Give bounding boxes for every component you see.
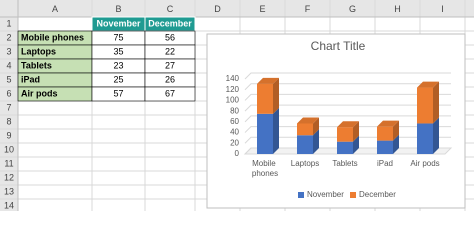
row-number[interactable]: 6 <box>6 88 11 98</box>
row-number[interactable]: 10 <box>4 144 14 154</box>
column-header-bar <box>0 0 474 17</box>
row-number[interactable]: 11 <box>4 158 13 168</box>
cell-value: 35 <box>113 46 123 56</box>
cell-label: Tablets <box>21 60 52 70</box>
cell-value: 57 <box>113 88 123 98</box>
bar-segment[interactable] <box>377 126 393 141</box>
bar-side <box>353 121 359 142</box>
column-letter[interactable]: D <box>214 4 221 14</box>
grid-line <box>244 83 451 91</box>
bar-segment[interactable] <box>337 141 353 154</box>
column-letter[interactable]: H <box>394 4 401 14</box>
bar-side <box>273 77 279 114</box>
legend-label[interactable]: December <box>359 190 396 199</box>
row-number[interactable]: 9 <box>6 130 11 140</box>
bar-top <box>297 117 319 124</box>
y-tick-label: 120 <box>226 85 240 94</box>
bar-top <box>337 121 359 128</box>
row-number[interactable]: 7 <box>6 102 11 112</box>
x-tick-label: Mobile phones <box>252 159 278 178</box>
bar-side <box>353 135 359 154</box>
bar-side <box>313 117 319 136</box>
row-number[interactable]: 8 <box>6 116 11 126</box>
column-letter[interactable]: A <box>52 4 58 14</box>
row-number[interactable]: 12 <box>4 172 14 182</box>
bar-segment[interactable] <box>337 127 353 142</box>
y-tick-label: 60 <box>230 117 239 126</box>
cell-value: 25 <box>113 74 123 84</box>
cell-value: 22 <box>165 46 175 56</box>
bar-side <box>433 117 439 154</box>
row-number[interactable]: 13 <box>4 186 14 196</box>
bar-side <box>393 120 399 141</box>
bar-top <box>257 77 279 84</box>
y-tick-label: 20 <box>230 138 239 147</box>
bar-segment[interactable] <box>377 140 393 154</box>
bar-segment[interactable] <box>257 83 273 114</box>
x-tick-label: Air pods <box>410 159 439 168</box>
row-number[interactable]: 3 <box>6 46 11 56</box>
column-letter[interactable]: I <box>441 4 444 14</box>
chart-title: Chart Title <box>311 39 366 53</box>
row-number[interactable]: 5 <box>6 74 11 84</box>
column-letter[interactable]: G <box>349 4 356 14</box>
x-tick-label: Laptops <box>291 159 319 168</box>
bar-segment[interactable] <box>257 113 273 154</box>
y-tick-label: 80 <box>230 106 239 115</box>
bar-top <box>417 81 439 88</box>
cell-label: Air pods <box>21 88 58 98</box>
y-tick-label: 40 <box>230 128 239 137</box>
header-text: December <box>148 18 192 28</box>
y-tick-label: 100 <box>226 96 240 105</box>
bar-top <box>377 120 399 127</box>
bar-side <box>273 107 279 154</box>
bar-segment[interactable] <box>297 123 313 136</box>
column-letter[interactable]: C <box>167 4 174 14</box>
cell-value: 23 <box>113 60 123 70</box>
grid-line <box>244 72 451 80</box>
cell-label: Mobile phones <box>21 32 84 42</box>
bar-side <box>313 129 319 154</box>
row-number[interactable]: 1 <box>6 18 11 28</box>
row-number[interactable]: 4 <box>6 60 11 70</box>
column-letter[interactable]: F <box>305 4 311 14</box>
legend-swatch[interactable] <box>350 192 356 198</box>
header-text: November <box>96 18 141 28</box>
bar-segment[interactable] <box>417 87 433 124</box>
bar-segment[interactable] <box>297 135 313 154</box>
grid-line <box>244 93 451 101</box>
legend-label[interactable]: November <box>307 190 344 199</box>
column-letter[interactable]: E <box>259 4 265 14</box>
bar-segment[interactable] <box>417 123 433 154</box>
grid-line <box>244 104 451 112</box>
row-number[interactable]: 14 <box>4 200 14 210</box>
x-tick-label: iPad <box>377 159 393 168</box>
y-tick-label: 0 <box>235 149 240 158</box>
bar-side <box>393 134 399 154</box>
cell-value: 27 <box>165 60 175 70</box>
cell-value: 67 <box>165 88 175 98</box>
x-tick-label: Tablets <box>332 159 357 168</box>
row-header-bar <box>0 0 18 211</box>
cell-value: 26 <box>165 74 175 84</box>
cell-value: 75 <box>113 32 123 42</box>
value-cell[interactable] <box>144 86 196 102</box>
cell-value: 56 <box>165 32 175 42</box>
cell-label: Laptops <box>21 46 56 56</box>
legend-swatch[interactable] <box>298 192 304 198</box>
cell-label: iPad <box>21 74 40 84</box>
bar-side <box>433 81 439 124</box>
y-tick-label: 140 <box>226 74 240 83</box>
row-number[interactable]: 2 <box>6 32 11 42</box>
column-letter[interactable]: B <box>115 4 121 14</box>
grid-line <box>244 115 451 123</box>
